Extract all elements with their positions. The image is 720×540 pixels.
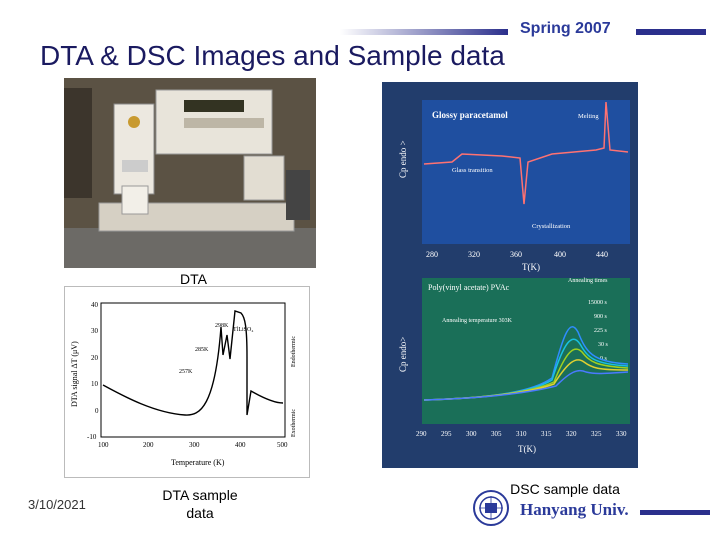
dsc-bottom-xtick: 315	[541, 430, 552, 438]
dsc-top-xlabel: T(K)	[522, 262, 540, 272]
dta-xtick: 300	[189, 441, 200, 449]
dsc-bottom-legend-item: 0 s	[600, 356, 608, 362]
dta-sample-caption: DTA sample data	[162, 487, 238, 521]
dsc-top-curve	[423, 101, 629, 205]
dsc-bottom-legend-item: 900 s	[594, 314, 608, 320]
dta-ytick: 20	[91, 354, 99, 362]
dta-xtick: 500	[277, 441, 288, 449]
dsc-top-xtick: 400	[554, 250, 566, 259]
dta-photo-caption: DTA	[180, 271, 207, 287]
dsc-sample-caption: DSC sample data	[510, 481, 620, 497]
dta-annotation: Endothermic	[291, 336, 297, 367]
dsc-bottom-xtick: 330	[616, 430, 627, 438]
dsc-top-ylabel: Cp endo >	[398, 140, 408, 178]
dsc-sample-panel: Glossy paracetamol Cp endo > T(K) 280 32…	[382, 82, 638, 468]
dsc-top-annotation: Melting	[578, 113, 599, 120]
dsc-bottom-xtick: 310	[516, 430, 527, 438]
dta-ytick: 10	[91, 380, 99, 388]
university-name: Hanyang Univ.	[520, 500, 629, 519]
dsc-bottom-xtick: 305	[491, 430, 502, 438]
dsc-top-xtick: 320	[468, 250, 480, 259]
dsc-bottom-legend-item: 15000 s	[588, 300, 608, 306]
footer-date: 3/10/2021	[28, 497, 86, 512]
university-seal-icon	[473, 490, 509, 526]
dta-annotation: TlLiSO₄	[233, 327, 253, 333]
dta-sample-plot: DTA signal ΔT (μV) Temperature (K) 100 2…	[64, 286, 310, 478]
dsc-bottom-annotation: Annealing temperature 303K	[442, 318, 513, 324]
slide-title: DTA & DSC Images and Sample data	[40, 40, 505, 71]
dsc-bottom-ylabel: Cp endo>	[398, 337, 408, 372]
dta-xtick: 400	[235, 441, 246, 449]
dta-instrument-photo	[64, 78, 316, 268]
dsc-bottom-xtick: 295	[441, 430, 452, 438]
dsc-top-xtick: 440	[596, 250, 608, 259]
footer-rule	[640, 510, 710, 515]
header-rule-right	[636, 29, 706, 35]
dta-ytick: 40	[91, 301, 99, 309]
dsc-bottom-xtick: 320	[566, 430, 577, 438]
dta-curve	[102, 310, 284, 416]
dta-ytick: -10	[87, 433, 97, 441]
dta-xtick: 100	[98, 441, 109, 449]
dsc-bottom-xtick: 290	[416, 430, 427, 438]
dta-annotation: 298K	[215, 323, 229, 329]
dta-ylabel: DTA signal ΔT (μV)	[70, 341, 79, 407]
dsc-top-annotation: Glass transition	[452, 167, 493, 174]
dsc-top-annotation: Crystallization	[532, 223, 571, 230]
dta-plot-frame	[100, 302, 286, 438]
dsc-bottom-xtick: 300	[466, 430, 477, 438]
dsc-top-plot-area	[422, 100, 630, 244]
dsc-bottom-xlabel: T(K)	[518, 444, 536, 454]
dsc-bottom-curve	[423, 369, 629, 401]
header-rule-left	[340, 29, 508, 35]
dsc-top-xtick: 280	[426, 250, 438, 259]
dsc-top-title: Glossy paracetamol	[432, 110, 508, 120]
dsc-bottom-legend-item: 30 s	[598, 342, 609, 348]
dsc-bottom-legend-item: 225 s	[594, 328, 608, 334]
dta-annotation: Exothermic	[291, 409, 297, 437]
dsc-bottom-xtick: 325	[591, 430, 602, 438]
dta-xlabel: Temperature (K)	[171, 458, 225, 467]
dsc-bottom-plot-area	[422, 278, 630, 424]
dsc-bottom-title: Poly(vinyl acetate) PVAc	[428, 283, 510, 292]
term-label: Spring 2007	[520, 20, 611, 37]
dta-ytick: 30	[91, 327, 99, 335]
dta-xtick: 200	[143, 441, 154, 449]
dta-annotation: 285K	[195, 347, 209, 353]
dta-ytick: 0	[95, 407, 99, 415]
dsc-top-xtick: 360	[510, 250, 522, 259]
dsc-bottom-annotation: Annealing times	[568, 278, 608, 284]
dta-annotation: 257K	[179, 369, 193, 375]
